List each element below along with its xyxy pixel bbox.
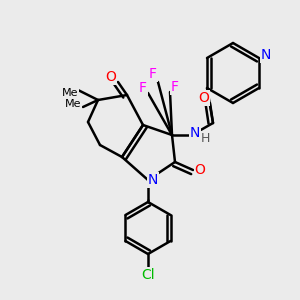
Text: N: N <box>148 173 158 187</box>
Text: Me: Me <box>65 99 81 109</box>
Text: F: F <box>149 67 157 81</box>
Text: Me: Me <box>62 88 78 98</box>
Text: F: F <box>139 81 147 95</box>
Text: O: O <box>106 70 116 84</box>
Text: Cl: Cl <box>141 268 155 282</box>
Text: H: H <box>200 131 210 145</box>
Text: O: O <box>195 163 206 177</box>
Text: O: O <box>199 91 209 105</box>
Text: F: F <box>171 80 179 94</box>
Text: N: N <box>190 126 200 140</box>
Text: N: N <box>261 48 271 62</box>
